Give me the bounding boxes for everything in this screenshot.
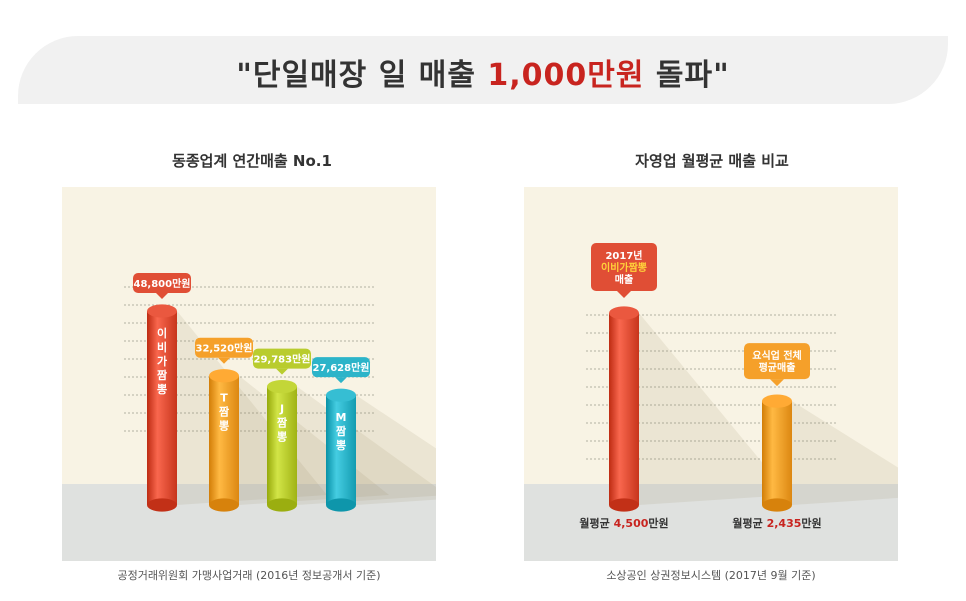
headline-highlight: 1,000만원 (487, 58, 645, 93)
bar-label: 짬 (336, 424, 346, 438)
callout-pointer (617, 291, 631, 298)
bar-top (762, 394, 792, 408)
callout-pointer (218, 357, 230, 364)
callout-pointer (770, 379, 784, 387)
bar-label: 짬 (219, 405, 229, 419)
bar-label: 뽕 (219, 420, 229, 433)
left-chart: 이비가짬뽕48,800만원T짬뽕32,520만원J짬뽕29,783만원M짬뽕27… (62, 187, 436, 561)
bar-base (209, 498, 239, 512)
value-label: 48,800만원 (134, 277, 191, 290)
value-label: 29,783만원 (254, 353, 311, 366)
footer-label: 월평균 4,500만원 (579, 516, 668, 530)
callout-box (195, 337, 253, 358)
callout-line: 매출 (615, 273, 633, 286)
headline-quote-close: " (713, 58, 730, 93)
callout: 29,783만원 (253, 348, 311, 375)
bar-body (267, 386, 297, 505)
bar-top (609, 306, 639, 320)
callout-box (591, 243, 657, 291)
chart-floor (524, 484, 898, 561)
bar-body (209, 375, 239, 505)
footer-value: 2,435 (767, 517, 802, 530)
bar-base (762, 498, 792, 512)
callout-box (312, 357, 370, 378)
bar-base (267, 498, 297, 512)
bar-body (762, 401, 792, 505)
callout-line: 평균매출 (759, 361, 796, 374)
callout-pointer (335, 377, 347, 384)
header-banner (18, 36, 948, 104)
bar-label: J (279, 403, 284, 416)
footer-prefix: 월평균 (579, 516, 613, 530)
callout-box (744, 343, 810, 380)
bar-label: 가 (157, 354, 167, 368)
callout-line: 요식업 전체 (752, 349, 801, 362)
page-headline: "단일매장 일 매출 1,000만원 돌파" (0, 50, 966, 94)
bar-base (147, 498, 177, 512)
headline-quote-open: " (236, 58, 253, 93)
callout: 27,628만원 (312, 357, 370, 384)
bar-label: 비 (157, 340, 167, 354)
bar-shadow (639, 313, 789, 505)
callout-pointer (156, 293, 168, 299)
bar-label: 짬 (157, 368, 167, 382)
bar-label: M (336, 411, 347, 424)
bar-shadow (356, 395, 436, 505)
callout: 48,800만원 (133, 273, 191, 299)
callout-line: 이비가짬뽕 (601, 261, 647, 274)
bar-label: T (220, 392, 228, 405)
chart-floor (62, 484, 436, 561)
bar-body (326, 395, 356, 505)
left-chart-title: 동종업계 연간매출 No.1 (172, 152, 332, 170)
chart-bar (326, 388, 436, 512)
callout: 32,520만원 (195, 337, 253, 364)
bar-label: 이 (157, 326, 167, 340)
callout-box (133, 273, 191, 293)
bar-body (147, 311, 177, 505)
value-label: 27,628만원 (313, 361, 370, 374)
bar-label: 짬 (277, 416, 287, 430)
right-chart-source: 소상공인 상권정보시스템 (2017년 9월 기준) (606, 569, 816, 582)
bar-top (267, 380, 297, 394)
footer-prefix: 월평균 (732, 516, 766, 530)
bar-top (326, 388, 356, 402)
footer-value: 4,500 (614, 517, 649, 530)
callout-box (253, 348, 311, 369)
bar-base (326, 498, 356, 512)
bar-label: 뽕 (157, 383, 167, 396)
bar-base (609, 498, 639, 512)
footer-suffix: 만원 (801, 516, 821, 530)
footer-suffix: 만원 (648, 516, 668, 530)
callout-pointer (276, 368, 288, 375)
callout-line: 2017년 (605, 249, 642, 262)
chart-bar (762, 394, 898, 512)
value-label: 32,520만원 (196, 342, 253, 355)
headline-part2: 돌파 (644, 58, 714, 93)
bar-top (209, 369, 239, 383)
right-chart-title: 자영업 월평균 매출 비교 (635, 152, 789, 170)
bar-label: 뽕 (336, 439, 346, 452)
headline-part1: 단일매장 일 매출 (252, 58, 488, 93)
chart-bar (609, 306, 789, 512)
bar-label: 뽕 (277, 431, 287, 444)
bar-shadow (792, 401, 898, 505)
footer-label: 월평균 2,435만원 (732, 516, 821, 530)
bar-body (609, 313, 639, 505)
bar-top (147, 304, 177, 318)
left-chart-source: 공정거래위원회 가맹사업거래 (2016년 정보공개서 기준) (117, 569, 381, 582)
